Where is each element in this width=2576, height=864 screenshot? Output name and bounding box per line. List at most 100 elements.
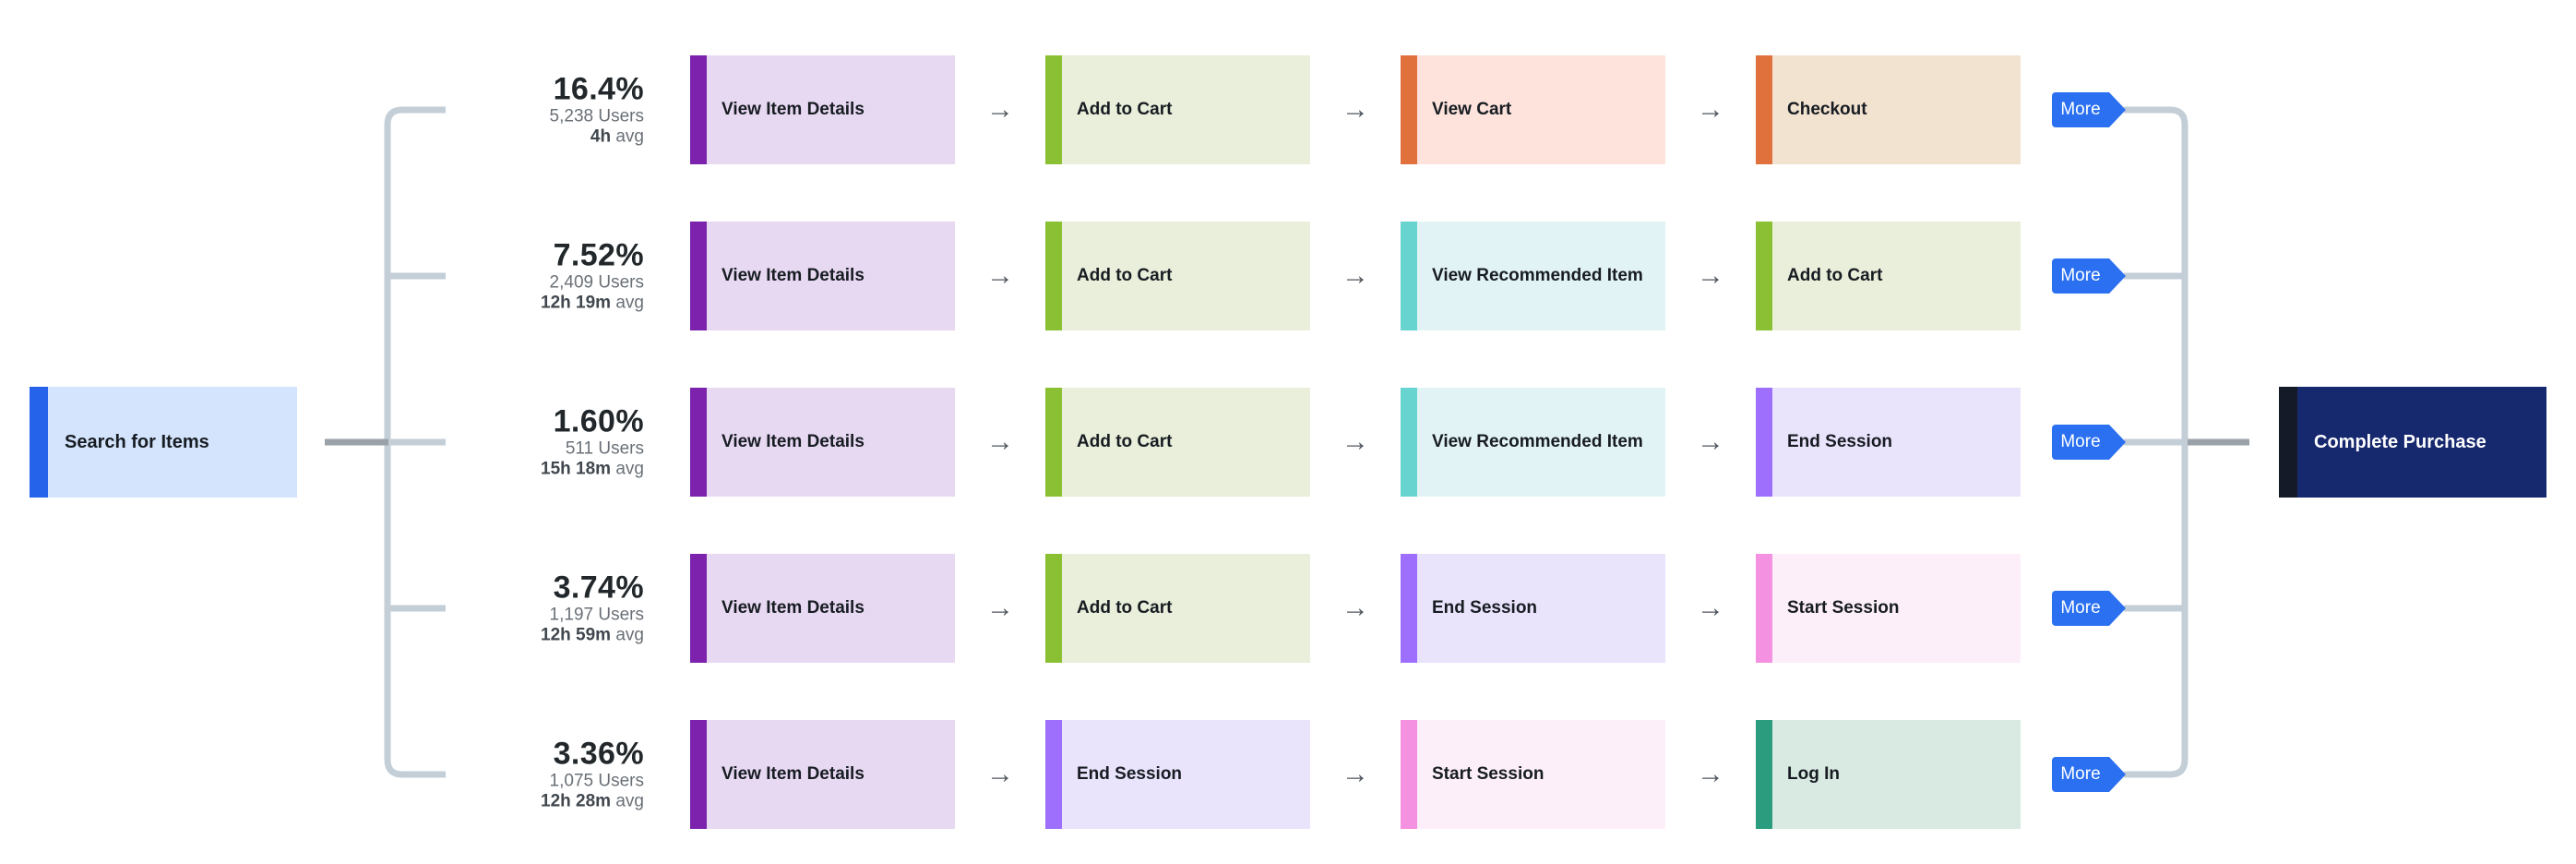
arrow-right-icon: → — [1697, 260, 1724, 291]
arrow-right-icon: → — [1342, 260, 1369, 291]
step-label: View Item Details — [722, 598, 865, 618]
more-button[interactable]: More — [2052, 591, 2126, 626]
row-stats: 3.74% 1,197 Users 12h 59m avg — [388, 570, 644, 646]
row-avg: 12h 19m avg — [388, 294, 644, 314]
step-label: Add to Cart — [1077, 598, 1173, 618]
row-avg-value: 12h 19m — [541, 293, 612, 313]
row-percent: 7.52% — [553, 237, 644, 273]
step-box[interactable]: Add to Cart — [1045, 55, 1310, 164]
more-button[interactable]: More — [2052, 425, 2126, 460]
row-avg: 12h 28m avg — [388, 792, 644, 812]
step-label: Add to Cart — [1077, 100, 1173, 119]
color-bar — [690, 720, 707, 829]
step-box[interactable]: Add to Cart — [1045, 554, 1310, 663]
row-stats: 3.36% 1,075 Users 12h 28m avg — [388, 737, 644, 812]
step-label: Start Session — [1787, 598, 1900, 618]
more-button-tip — [2109, 92, 2126, 127]
step-box[interactable]: View Recommended Item — [1401, 222, 1665, 330]
step-label: View Recommended Item — [1432, 432, 1643, 451]
more-button[interactable]: More — [2052, 258, 2126, 294]
arrow-right-icon: → — [1697, 759, 1724, 789]
color-bar — [690, 55, 707, 164]
arrow-right-icon: → — [1342, 426, 1369, 457]
step-box[interactable]: View Recommended Item — [1401, 388, 1665, 497]
arrow-right-icon: → — [986, 426, 1014, 457]
arrow-right-icon: → — [986, 593, 1014, 623]
step-box[interactable]: Add to Cart — [1045, 222, 1310, 330]
step-label: Add to Cart — [1787, 266, 1883, 285]
step-box[interactable]: End Session — [1756, 388, 2021, 497]
color-bar — [1045, 554, 1062, 663]
flow-row-4: 3.74% 1,197 Users 12h 59m avg View Item … — [0, 554, 2576, 663]
row-avg-value: 15h 18m — [541, 459, 612, 479]
row-percent: 16.4% — [553, 71, 644, 107]
color-bar — [1045, 388, 1062, 497]
step-box[interactable]: View Item Details — [690, 388, 955, 497]
arrow-right-icon: → — [1697, 593, 1724, 623]
flow-row-5: 3.36% 1,075 Users 12h 28m avg View Item … — [0, 720, 2576, 829]
source-node-label: Search for Items — [65, 431, 209, 452]
row-stats: 1.60% 511 Users 15h 18m avg — [388, 403, 644, 480]
more-button-tip — [2109, 591, 2126, 626]
color-bar — [2279, 387, 2297, 498]
step-box[interactable]: Checkout — [1756, 55, 2021, 164]
step-label: Add to Cart — [1077, 432, 1173, 451]
step-label: View Item Details — [722, 764, 865, 784]
row-stats: 16.4% 5,238 Users 4h avg — [388, 71, 644, 148]
target-node[interactable]: Complete Purchase — [2279, 387, 2546, 498]
step-box[interactable]: View Item Details — [690, 554, 955, 663]
arrow-right-icon: → — [986, 759, 1014, 789]
step-box[interactable]: View Cart — [1401, 55, 1665, 164]
row-avg-label: avg — [615, 625, 644, 645]
row-avg-label: avg — [615, 459, 644, 479]
flow-row-2: 7.52% 2,409 Users 12h 19m avg View Item … — [0, 222, 2576, 330]
arrow-right-icon: → — [1342, 759, 1369, 789]
step-box[interactable]: Add to Cart — [1045, 388, 1310, 497]
color-bar — [1401, 222, 1417, 330]
step-box[interactable]: End Session — [1401, 554, 1665, 663]
color-bar — [1401, 55, 1417, 164]
step-label: Log In — [1787, 764, 1840, 784]
more-button-tip — [2109, 258, 2126, 294]
arrow-right-icon: → — [986, 94, 1014, 125]
step-label: View Item Details — [722, 100, 865, 119]
step-label: Checkout — [1787, 100, 1867, 119]
step-label: End Session — [1787, 432, 1893, 451]
step-box[interactable]: View Item Details — [690, 222, 955, 330]
more-button[interactable]: More — [2052, 92, 2126, 127]
step-box[interactable]: Start Session — [1401, 720, 1665, 829]
step-label: View Item Details — [722, 266, 865, 285]
step-box[interactable]: View Item Details — [690, 55, 955, 164]
step-box[interactable]: View Item Details — [690, 720, 955, 829]
row-avg-value: 12h 59m — [541, 625, 612, 645]
arrow-right-icon: → — [1697, 94, 1724, 125]
step-label: End Session — [1432, 598, 1538, 618]
row-users: 1,075 Users — [549, 771, 644, 791]
target-node-label: Complete Purchase — [2314, 431, 2487, 452]
flow-row-1: 16.4% 5,238 Users 4h avg View Item Detai… — [0, 55, 2576, 164]
row-users: 1,197 Users — [549, 605, 644, 625]
color-bar — [690, 388, 707, 497]
step-box[interactable]: Start Session — [1756, 554, 2021, 663]
step-label: View Cart — [1432, 100, 1512, 119]
more-button[interactable]: More — [2052, 757, 2126, 792]
color-bar — [690, 222, 707, 330]
arrow-right-icon: → — [1697, 426, 1724, 457]
row-avg: 12h 59m avg — [388, 626, 644, 646]
row-avg-label: avg — [615, 126, 644, 147]
source-node[interactable]: Search for Items — [30, 387, 297, 498]
step-box[interactable]: End Session — [1045, 720, 1310, 829]
color-bar — [1756, 222, 1772, 330]
more-label: More — [2052, 591, 2109, 626]
row-avg: 4h avg — [388, 127, 644, 148]
step-label: Start Session — [1432, 764, 1544, 784]
color-bar — [690, 554, 707, 663]
step-box[interactable]: Log In — [1756, 720, 2021, 829]
row-avg-value: 4h — [590, 126, 612, 147]
row-percent: 3.74% — [553, 570, 644, 606]
step-label: End Session — [1077, 764, 1183, 784]
step-box[interactable]: Add to Cart — [1756, 222, 2021, 330]
row-percent: 1.60% — [553, 403, 644, 439]
more-button-tip — [2109, 425, 2126, 460]
